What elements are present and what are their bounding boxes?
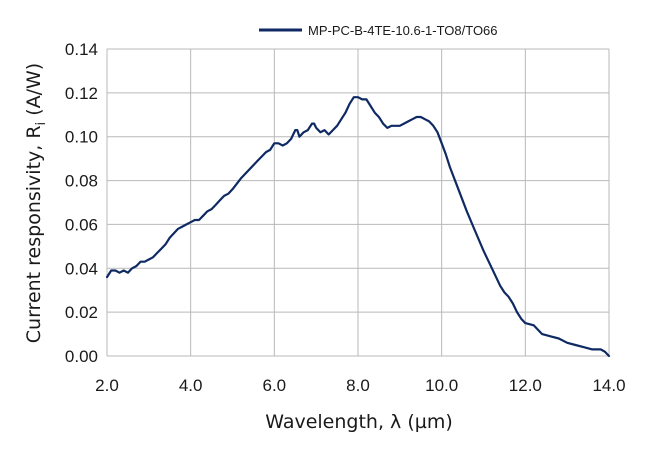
x-tick-label: 6.0: [263, 376, 287, 395]
x-tick-label: 8.0: [346, 376, 370, 395]
y-tick-label: 0.14: [65, 40, 98, 59]
y-axis-title: Current responsivity, Ri (A/W): [23, 63, 49, 343]
x-tick-label: 10.0: [425, 376, 458, 395]
x-tick-label: 4.0: [179, 376, 203, 395]
x-tick-label: 14.0: [592, 376, 625, 395]
y-tick-label: 0.12: [65, 84, 98, 103]
series-layer: [105, 96, 611, 358]
y-tick-label: 0.02: [65, 303, 98, 322]
y-tick-label: 0.00: [65, 347, 98, 366]
grid: [106, 48, 610, 357]
y-tick-label: 0.08: [65, 172, 98, 191]
x-tick-label: 12.0: [509, 376, 542, 395]
series-line: [105, 96, 611, 358]
y-axis-title-unit: (A/W): [23, 63, 45, 122]
y-tick-label: 0.06: [65, 215, 98, 234]
legend: MP-PC-B-4TE-10.6-1-TO8/TO66: [259, 23, 498, 38]
y-tick-label: 0.04: [65, 259, 98, 278]
x-tick-label: 2.0: [95, 376, 119, 395]
x-axis-title: Wavelength, λ (µm): [265, 411, 453, 433]
axes: 2.0 4.0 6.0 8.0 10.0 12.0 14.0 0.00 0.02 0.04 0.06…: [65, 40, 626, 395]
y-axis-title-main: Current responsivity, R: [23, 125, 45, 343]
legend-label: MP-PC-B-4TE-10.6-1-TO8/TO66: [308, 23, 498, 38]
y-axis-title-subscript: i: [34, 122, 49, 126]
y-tick-label: 0.10: [65, 128, 98, 147]
